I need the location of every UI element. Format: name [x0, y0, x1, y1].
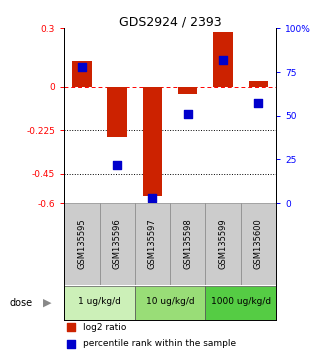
Point [256, 101, 261, 106]
Text: log2 ratio: log2 ratio [83, 322, 127, 332]
Text: 1000 ug/kg/d: 1000 ug/kg/d [211, 297, 271, 307]
Bar [143, 87, 162, 196]
Bar [108, 87, 127, 137]
Point [221, 57, 226, 63]
Bar [249, 81, 268, 87]
Bar [64, 203, 100, 285]
Text: GSM135595: GSM135595 [77, 219, 86, 269]
Bar [205, 286, 276, 320]
Title: GDS2924 / 2393: GDS2924 / 2393 [119, 15, 221, 28]
Text: GSM135598: GSM135598 [183, 219, 192, 269]
Text: GSM135599: GSM135599 [219, 219, 228, 269]
Bar [178, 87, 197, 94]
Text: GSM135600: GSM135600 [254, 219, 263, 269]
Bar [213, 32, 233, 87]
Point [68, 341, 73, 347]
Text: 1 ug/kg/d: 1 ug/kg/d [78, 297, 121, 307]
Bar [100, 203, 135, 285]
Point [68, 324, 73, 330]
Bar [64, 286, 135, 320]
Bar [170, 203, 205, 285]
Text: percentile rank within the sample: percentile rank within the sample [83, 339, 236, 348]
Point [79, 64, 84, 70]
Point [115, 162, 120, 167]
Bar [135, 203, 170, 285]
Text: GSM135596: GSM135596 [113, 219, 122, 269]
Point [150, 195, 155, 201]
Point [185, 111, 190, 117]
Bar [205, 203, 241, 285]
Bar [72, 61, 91, 87]
Bar [135, 286, 205, 320]
Text: ▶: ▶ [43, 298, 52, 308]
Text: dose: dose [10, 298, 33, 308]
Text: 10 ug/kg/d: 10 ug/kg/d [146, 297, 195, 307]
Bar [241, 203, 276, 285]
Text: GSM135597: GSM135597 [148, 219, 157, 269]
